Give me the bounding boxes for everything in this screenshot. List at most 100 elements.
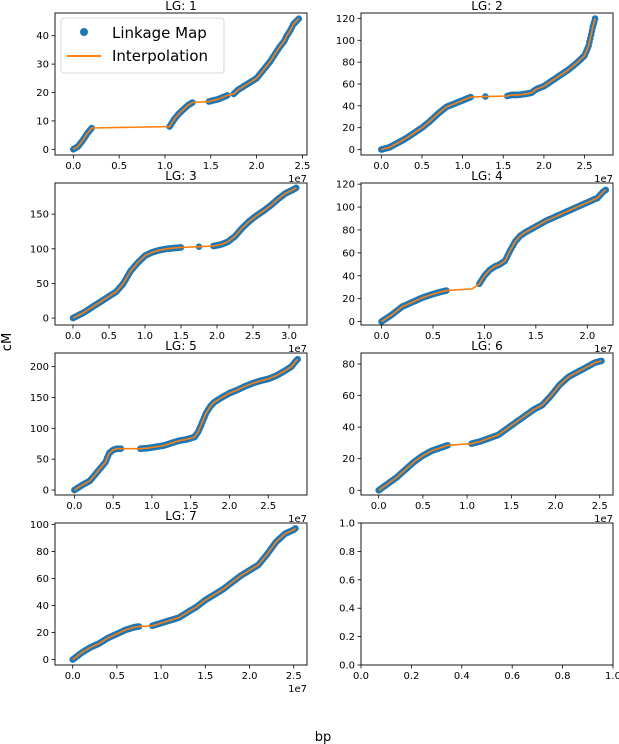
x-tick-label: 2.5 — [577, 161, 593, 172]
y-tick-label: 20 — [36, 88, 49, 99]
y-tick-label: 60 — [342, 248, 355, 259]
x-tick-label: 2.5 — [294, 161, 310, 172]
x-tick-label: 2.0 — [222, 501, 238, 512]
interpolation-line — [381, 189, 607, 323]
y-tick-label: 1.0 — [339, 519, 355, 530]
x-tick-label: 1.5 — [503, 501, 519, 512]
x-tick-label: 0.5 — [101, 331, 117, 342]
y-tick-label: 0.4 — [339, 604, 355, 615]
axes-frame — [54, 352, 308, 496]
y-tick-label: 100 — [336, 203, 355, 214]
x-offset-label: 1e7 — [594, 344, 613, 355]
x-offset-label: 1e7 — [288, 174, 307, 185]
subplot-title: LG: 1 — [165, 0, 196, 13]
x-tick-label: 0.0 — [65, 671, 81, 682]
x-tick-label: 0.0 — [353, 671, 369, 682]
y-tick-label: 0.0 — [339, 661, 355, 672]
axes-frame — [360, 12, 614, 156]
subplot-title: LG: 2 — [471, 0, 502, 13]
y-tick-label: 0 — [43, 486, 49, 497]
x-tick-label: 1.0 — [157, 161, 173, 172]
y-tick-label: 0.6 — [339, 575, 355, 586]
interpolation-line — [378, 360, 602, 491]
y-tick-label: 40 — [342, 101, 355, 112]
x-tick-label: 0.0 — [65, 161, 81, 172]
x-tick-label: 1.5 — [183, 501, 199, 512]
x-tick-label: 0.5 — [105, 501, 121, 512]
subplot-title: LG: 5 — [165, 339, 196, 353]
y-tick-label: 100 — [336, 36, 355, 47]
subplot-2: 0.0 0.5 1.0 1.5 2.0 2.5 0 20 40 60 80 100 120 LG: 2 1e… — [336, 0, 614, 185]
y-tick-label: 50 — [36, 279, 49, 290]
y-tick-label: 0 — [43, 655, 49, 666]
y-tick-label: 0 — [349, 145, 355, 156]
subplot-title: LG: 3 — [165, 169, 196, 183]
y-tick-label: 80 — [342, 225, 355, 236]
y-tick-label: 30 — [36, 60, 49, 71]
x-tick-label: 2.5 — [286, 671, 302, 682]
subplot-title: LG: 7 — [165, 509, 196, 523]
x-tick-label: 1.0 — [476, 331, 492, 342]
y-tick-label: 50 — [36, 455, 49, 466]
y-tick-label: 100 — [30, 520, 49, 531]
x-tick-label: 0.0 — [371, 501, 387, 512]
y-tick-label: 20 — [342, 123, 355, 134]
y-tick-label: 40 — [36, 31, 49, 42]
interpolation-line — [381, 18, 596, 151]
y-tick-label: 0.2 — [339, 632, 355, 643]
interpolation-line — [72, 18, 300, 150]
y-tick-label: 80 — [36, 547, 49, 558]
x-tick-label: 1.5 — [203, 161, 219, 172]
x-tick-label: 0.6 — [504, 671, 520, 682]
subplot-6: 0.0 0.5 1.0 1.5 2.0 2.5 0 20 40 60 80 LG: 6 1e7 — [342, 339, 614, 525]
x-tick-label: 1.5 — [197, 671, 213, 682]
x-tick-label: 1.0 — [459, 501, 475, 512]
x-offset-label: 1e7 — [288, 514, 307, 525]
x-tick-label: 0.0 — [373, 161, 389, 172]
legend: Linkage Map Interpolation — [60, 17, 225, 74]
x-tick-label: 0.8 — [555, 671, 571, 682]
y-tick-label: 0.8 — [339, 547, 355, 558]
y-tick-label: 80 — [342, 360, 355, 371]
linkage-map-points — [375, 357, 605, 494]
legend-point-marker — [80, 28, 88, 36]
y-tick-label: 10 — [36, 116, 49, 127]
figure-ylabel: cM — [0, 333, 15, 351]
y-tick-label: 0 — [349, 317, 355, 328]
x-tick-label: 0.2 — [403, 671, 419, 682]
y-tick-label: 120 — [336, 180, 355, 191]
x-tick-label: 0.5 — [414, 161, 430, 172]
x-tick-label: 1.5 — [173, 331, 189, 342]
y-tick-label: 0 — [43, 145, 49, 156]
x-tick-label: 0.0 — [374, 331, 390, 342]
x-offset-label: 1e7 — [288, 344, 307, 355]
x-tick-label: 2.0 — [536, 161, 552, 172]
x-tick-label: 3.0 — [281, 331, 297, 342]
x-tick-label: 0.5 — [111, 161, 127, 172]
x-tick-label: 2.5 — [592, 501, 608, 512]
x-tick-label: 1.0 — [153, 671, 169, 682]
y-tick-label: 0 — [43, 314, 49, 325]
legend-frame — [60, 17, 225, 74]
axes-frame — [54, 12, 308, 156]
y-tick-label: 0 — [349, 486, 355, 497]
x-offset-label: 1e7 — [594, 514, 613, 525]
axes-frame — [54, 522, 308, 666]
linkage-map-points — [69, 525, 299, 663]
x-tick-label: 1.0 — [144, 501, 160, 512]
x-tick-label: 1.5 — [528, 331, 544, 342]
y-tick-label: 20 — [342, 454, 355, 465]
y-tick-label: 120 — [336, 14, 355, 25]
x-tick-label: 2.5 — [245, 331, 261, 342]
legend-label: Interpolation — [112, 47, 208, 65]
subplot-title: LG: 4 — [471, 169, 502, 183]
linkage-map-points — [69, 184, 300, 322]
axes-frame — [360, 182, 614, 326]
subplot-1: 0.0 0.5 1.0 1.5 2.0 2.5 0 10 20 30 40 LG: 1 1e7 Linka… — [36, 0, 310, 185]
x-tick-label: 2.0 — [548, 501, 564, 512]
linkage-map-points — [71, 355, 302, 494]
x-tick-label: 0.4 — [454, 671, 470, 682]
y-tick-label: 80 — [342, 58, 355, 69]
x-tick-label: 2.0 — [579, 331, 595, 342]
